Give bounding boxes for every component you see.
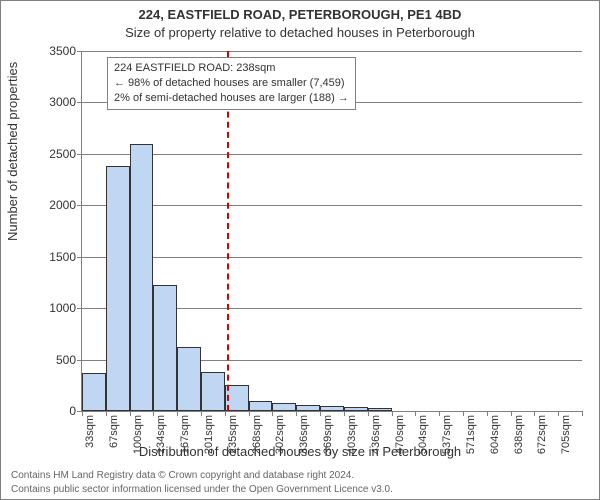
- ytick-label: 3500: [49, 44, 76, 58]
- xtick-mark: [487, 411, 488, 416]
- ytick-label: 1500: [49, 250, 76, 264]
- xtick-label: 436sqm: [370, 415, 382, 454]
- gridline: [82, 257, 582, 258]
- chart-subtitle: Size of property relative to detached ho…: [1, 25, 599, 40]
- xtick-mark: [368, 411, 369, 416]
- xtick-mark: [225, 411, 226, 416]
- xtick-label: 672sqm: [536, 415, 548, 454]
- xtick-mark: [130, 411, 131, 416]
- histogram-bar: [344, 407, 368, 411]
- xtick-mark: [106, 411, 107, 416]
- xtick-label: 167sqm: [179, 415, 191, 454]
- xtick-mark: [511, 411, 512, 416]
- histogram-bar: [320, 406, 344, 411]
- y-axis-label: Number of detached properties: [5, 62, 20, 241]
- histogram-bar: [153, 285, 177, 412]
- xtick-label: 470sqm: [394, 415, 406, 454]
- xtick-label: 268sqm: [251, 415, 263, 454]
- ytick-label: 2500: [49, 147, 76, 161]
- ytick-mark: [77, 102, 82, 103]
- histogram-bar: [130, 144, 154, 411]
- histogram-bar: [249, 401, 273, 411]
- xtick-label: 604sqm: [489, 415, 501, 454]
- attribution-line-2: Contains public sector information licen…: [11, 484, 393, 495]
- ytick-mark: [77, 154, 82, 155]
- xtick-mark: [249, 411, 250, 416]
- xtick-label: 705sqm: [560, 415, 572, 454]
- ytick-label: 500: [56, 353, 76, 367]
- xtick-label: 100sqm: [132, 415, 144, 454]
- xtick-label: 235sqm: [227, 415, 239, 454]
- xtick-mark: [82, 411, 83, 416]
- xtick-label: 33sqm: [84, 415, 96, 448]
- gridline: [82, 51, 582, 52]
- xtick-mark: [344, 411, 345, 416]
- ytick-mark: [77, 257, 82, 258]
- histogram-bar: [296, 405, 320, 411]
- histogram-bar: [368, 408, 392, 411]
- ytick-label: 3000: [49, 95, 76, 109]
- xtick-label: 302sqm: [274, 415, 286, 454]
- xtick-mark: [320, 411, 321, 416]
- ytick-label: 2000: [49, 198, 76, 212]
- xtick-label: 201sqm: [203, 415, 215, 454]
- xtick-label: 369sqm: [322, 415, 334, 454]
- histogram-bar: [106, 166, 130, 411]
- annotation-line: 2% of semi-detached houses are larger (1…: [114, 91, 349, 106]
- xtick-label: 504sqm: [417, 415, 429, 454]
- xtick-mark: [463, 411, 464, 416]
- chart-title: 224, EASTFIELD ROAD, PETERBOROUGH, PE1 4…: [1, 7, 599, 22]
- ytick-label: 1000: [49, 301, 76, 315]
- xtick-mark: [582, 411, 583, 416]
- xtick-label: 336sqm: [298, 415, 310, 454]
- xtick-mark: [201, 411, 202, 416]
- annotation-line: 224 EASTFIELD ROAD: 238sqm: [114, 61, 349, 76]
- ytick-mark: [77, 205, 82, 206]
- xtick-label: 403sqm: [346, 415, 358, 454]
- xtick-label: 571sqm: [465, 415, 477, 454]
- xtick-mark: [439, 411, 440, 416]
- histogram-bar: [177, 347, 201, 411]
- xtick-label: 134sqm: [155, 415, 167, 454]
- xtick-label: 537sqm: [441, 415, 453, 454]
- gridline: [82, 154, 582, 155]
- annotation-line: ← 98% of detached houses are smaller (7,…: [114, 76, 349, 91]
- annotation-box: 224 EASTFIELD ROAD: 238sqm← 98% of detac…: [107, 57, 356, 110]
- gridline: [82, 205, 582, 206]
- ytick-label: 0: [69, 404, 76, 418]
- plot-area: 050010001500200025003000350033sqm67sqm10…: [81, 51, 582, 412]
- xtick-mark: [392, 411, 393, 416]
- xtick-label: 638sqm: [513, 415, 525, 454]
- histogram-bar: [82, 373, 106, 411]
- histogram-bar: [201, 372, 225, 411]
- histogram-bar: [272, 403, 296, 411]
- ytick-mark: [77, 308, 82, 309]
- chart-container: 224, EASTFIELD ROAD, PETERBOROUGH, PE1 4…: [0, 0, 600, 500]
- ytick-mark: [77, 51, 82, 52]
- ytick-mark: [77, 360, 82, 361]
- attribution-line-1: Contains HM Land Registry data © Crown c…: [11, 470, 354, 481]
- xtick-label: 67sqm: [108, 415, 120, 448]
